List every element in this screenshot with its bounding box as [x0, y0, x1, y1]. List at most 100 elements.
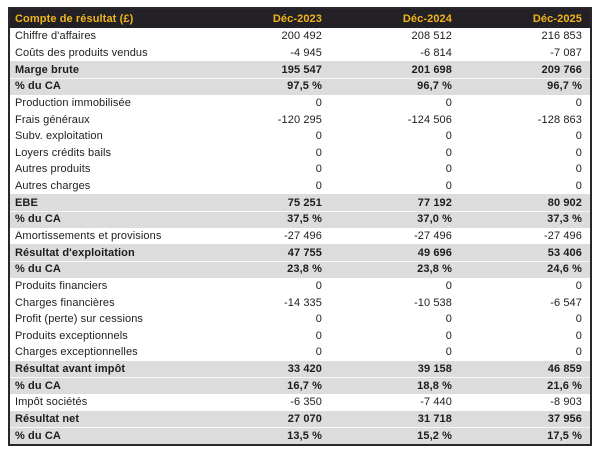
row-label: Charges financières	[15, 296, 115, 309]
table-row: Résultat avant impôt 33 420 39 158 46 85…	[10, 360, 590, 378]
row-label: Chiffre d'affaires	[15, 30, 97, 43]
row-label: Profit (perte) sur cessions	[15, 313, 144, 326]
row-value-dec-2024: 18,8 %	[417, 379, 452, 392]
row-value-dec-2024: 0	[445, 96, 452, 109]
row-value-dec-2025: 0	[575, 96, 582, 109]
row-value-dec-2025: 209 766	[541, 63, 582, 76]
table-row: Autres charges 0 0 0	[10, 178, 590, 195]
table-row: % du CA 23,8 % 23,8 % 24,6 %	[10, 260, 590, 278]
row-label: % du CA	[15, 80, 61, 93]
row-value-dec-2024: -124 506	[407, 113, 452, 126]
row-value-dec-2023: 0	[315, 163, 322, 176]
row-value-dec-2024: 31 718	[417, 413, 452, 426]
row-value-dec-2025: -6 547	[550, 296, 582, 309]
row-value-dec-2025: 0	[575, 346, 582, 359]
column-header-dec-2025: Déc-2025	[532, 12, 582, 25]
row-value-dec-2025: 53 406	[547, 246, 582, 259]
row-value-dec-2025: 0	[575, 180, 582, 193]
table-row: Résultat d'exploitation 47 755 49 696 53…	[10, 244, 590, 261]
row-label: Amortissements et provisions	[15, 230, 162, 242]
row-value-dec-2024: 0	[445, 180, 452, 193]
row-label: Résultat d'exploitation	[15, 246, 135, 259]
row-value-dec-2023: 0	[315, 313, 322, 326]
row-value-dec-2023: 195 547	[281, 63, 322, 76]
row-value-dec-2023: 200 492	[281, 30, 322, 43]
row-value-dec-2023: -4 945	[290, 46, 322, 59]
row-label: % du CA	[15, 379, 61, 392]
table-row: Charges financières -14 335 -10 538 -6 5…	[10, 294, 590, 311]
row-value-dec-2023: 0	[315, 130, 322, 143]
row-value-dec-2023: 33 420	[287, 363, 322, 376]
row-value-dec-2023: 47 755	[287, 246, 322, 259]
row-value-dec-2024: 0	[445, 146, 452, 159]
row-value-dec-2025: -7 087	[550, 46, 582, 59]
row-value-dec-2024: 37,0 %	[417, 213, 452, 226]
row-label: Autres produits	[15, 163, 91, 176]
row-label: Loyers crédits bails	[15, 146, 112, 159]
row-value-dec-2025: 0	[575, 279, 582, 292]
row-label: Coûts des produits vendus	[15, 46, 148, 59]
table-row: Amortissements et provisions -27 496 -27…	[10, 228, 590, 245]
row-value-dec-2024: 0	[445, 130, 452, 143]
row-value-dec-2024: 0	[445, 279, 452, 292]
row-value-dec-2023: 0	[315, 146, 322, 159]
row-value-dec-2023: 37,5 %	[287, 213, 322, 226]
row-value-dec-2025: 46 859	[547, 363, 582, 376]
row-value-dec-2024: 0	[445, 346, 452, 359]
row-label: Produits financiers	[15, 279, 108, 292]
table-row: % du CA 16,7 % 18,8 % 21,6 %	[10, 377, 590, 395]
table-row: Charges exceptionnelles 0 0 0	[10, 344, 590, 361]
row-value-dec-2023: 23,8 %	[287, 263, 322, 276]
row-label: Charges exceptionnelles	[15, 346, 138, 359]
row-value-dec-2024: 96,7 %	[417, 80, 452, 93]
row-value-dec-2023: 0	[315, 279, 322, 292]
row-value-dec-2024: 201 698	[411, 63, 452, 76]
table-row: % du CA 97,5 % 96,7 % 96,7 %	[10, 77, 590, 95]
row-value-dec-2025: 0	[575, 313, 582, 326]
row-value-dec-2025: -128 863	[537, 113, 582, 126]
row-value-dec-2023: 27 070	[287, 413, 322, 426]
row-value-dec-2024: 0	[445, 163, 452, 176]
table-row: Impôt sociétés -6 350 -7 440 -8 903	[10, 394, 590, 411]
row-value-dec-2025: 80 902	[547, 196, 582, 209]
row-value-dec-2023: 97,5 %	[287, 80, 322, 93]
row-value-dec-2023: 0	[315, 180, 322, 193]
row-label: Impôt sociétés	[15, 396, 88, 409]
table-row: Chiffre d'affaires 200 492 208 512 216 8…	[10, 28, 590, 45]
row-value-dec-2023: -27 496	[283, 230, 322, 242]
table-row: Subv. exploitation 0 0 0	[10, 128, 590, 145]
table-body: Chiffre d'affaires 200 492 208 512 216 8…	[10, 28, 590, 445]
table-row: Production immobilisée 0 0 0	[10, 95, 590, 112]
row-value-dec-2025: 21,6 %	[547, 379, 582, 392]
row-label: Autres charges	[15, 180, 91, 193]
row-label: Résultat avant impôt	[15, 363, 126, 376]
row-label: EBE	[15, 196, 38, 209]
table-row: Marge brute 195 547 201 698 209 766	[10, 61, 590, 78]
row-label: Résultat net	[15, 413, 80, 426]
row-value-dec-2023: 13,5 %	[287, 429, 322, 442]
row-label: % du CA	[15, 263, 61, 276]
row-value-dec-2023: -14 335	[283, 296, 322, 309]
row-value-dec-2025: 0	[575, 163, 582, 176]
row-value-dec-2023: -120 295	[277, 113, 322, 126]
table-title: Compte de résultat (£)	[15, 12, 134, 25]
row-value-dec-2024: -27 496	[413, 230, 452, 242]
row-value-dec-2024: 0	[445, 329, 452, 342]
row-label: % du CA	[15, 213, 61, 226]
row-value-dec-2023: 0	[315, 346, 322, 359]
table-row: Autres produits 0 0 0	[10, 161, 590, 178]
row-value-dec-2024: -6 814	[420, 46, 452, 59]
table-header-row: Compte de résultat (£) Déc-2023 Déc-2024…	[10, 9, 590, 28]
row-value-dec-2025: 0	[575, 146, 582, 159]
row-label: Marge brute	[15, 63, 80, 76]
row-label: Subv. exploitation	[15, 130, 103, 143]
table-row: Produits exceptionnels 0 0 0	[10, 328, 590, 345]
income-statement-table: Compte de résultat (£) Déc-2023 Déc-2024…	[8, 7, 592, 446]
row-value-dec-2025: -8 903	[550, 396, 582, 409]
row-value-dec-2023: 0	[315, 329, 322, 342]
row-value-dec-2025: 37,3 %	[547, 213, 582, 226]
row-value-dec-2023: -6 350	[290, 396, 322, 409]
row-value-dec-2025: 17,5 %	[547, 429, 582, 442]
row-value-dec-2025: 96,7 %	[547, 80, 582, 93]
row-value-dec-2025: -27 496	[543, 230, 582, 242]
